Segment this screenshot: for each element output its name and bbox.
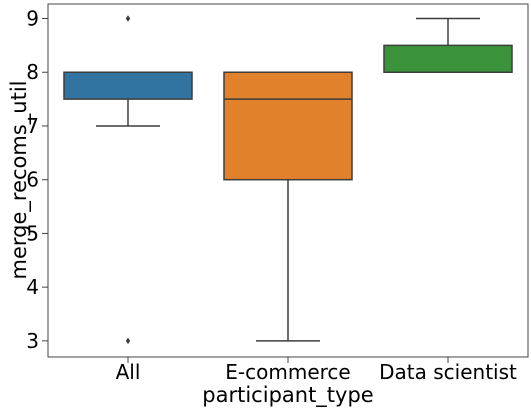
y-tick-label: 3 — [26, 329, 39, 353]
x-axis: All E-commerce Data scientist — [116, 357, 517, 384]
iqr-box — [63, 71, 193, 100]
y-tick-label: 8 — [26, 60, 39, 84]
iqr-box — [223, 71, 353, 181]
box-group — [63, 15, 193, 345]
x-tick-label: Data scientist — [379, 360, 517, 384]
x-tick-label: All — [116, 360, 141, 384]
x-tick-label: E-commerce — [225, 360, 350, 384]
y-axis-label: merge_recoms_util — [7, 81, 32, 280]
outlier-point — [125, 15, 131, 22]
boxes-layer — [63, 15, 513, 345]
y-axis: 3 4 5 6 7 8 9 — [26, 7, 48, 353]
y-tick-label: 6 — [26, 168, 39, 192]
x-axis-label: participant_type — [202, 383, 373, 408]
y-tick-label: 7 — [26, 114, 39, 138]
y-tick-label: 5 — [26, 221, 39, 245]
iqr-box — [383, 44, 513, 73]
y-tick-label: 4 — [26, 275, 39, 299]
outlier-point — [125, 337, 131, 345]
y-tick-label: 9 — [26, 7, 39, 31]
box-group — [223, 71, 353, 342]
box-group — [383, 17, 513, 73]
